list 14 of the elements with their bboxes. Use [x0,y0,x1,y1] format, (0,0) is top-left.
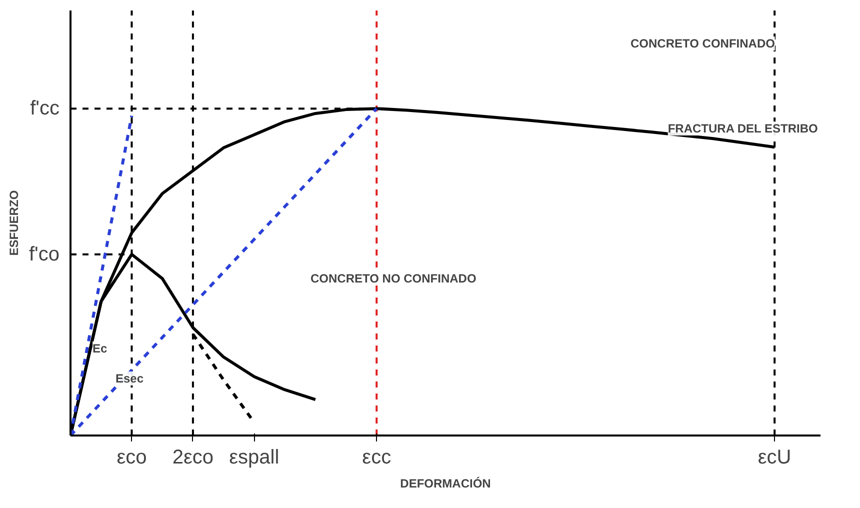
annotation: FRACTURA DEL ESTRIBO [668,122,818,136]
x-axis-title: DEFORMACIÓN [400,476,491,490]
y-axis-title: ESFUERZO [7,190,21,256]
annotation: Ec [92,342,108,356]
x-tick-label: 2εco [172,446,214,468]
annotation: Esec [116,372,144,386]
x-tick-label: εspall [229,446,280,468]
annotation: CONCRETO NO CONFINADO [310,272,476,286]
text: CONCRETO CONFINADO [630,36,775,50]
x-tick-label: εcU [758,446,792,468]
x-tick-label: εco [116,446,147,468]
x-tick-label: εcc [362,446,392,468]
ref-line-label: f'cc [30,98,60,120]
ref-line-label: f'co [29,243,60,266]
